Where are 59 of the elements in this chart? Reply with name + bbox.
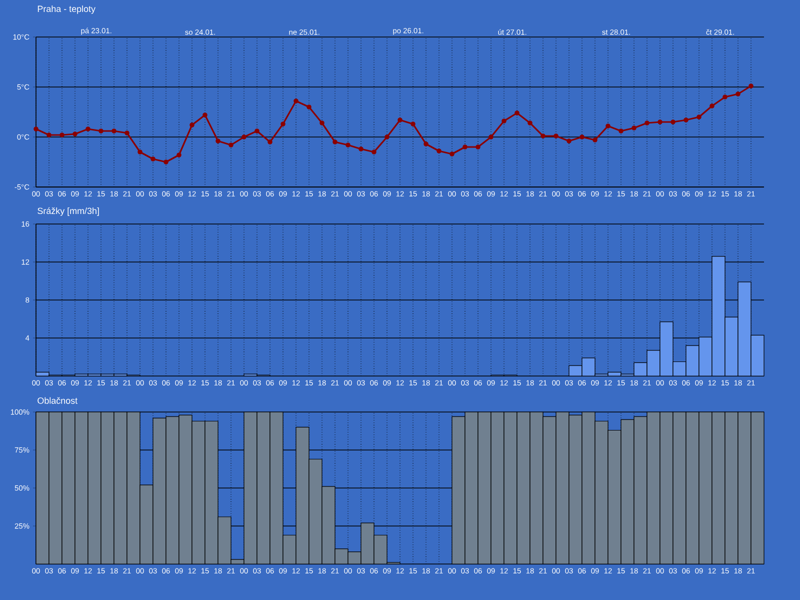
point <box>280 122 286 126</box>
point <box>670 120 676 124</box>
point <box>540 134 546 138</box>
point <box>112 128 116 134</box>
point <box>644 120 650 126</box>
point <box>320 120 324 126</box>
point <box>98 128 104 134</box>
chart-title: Oblačnost <box>38 397 78 404</box>
point <box>722 94 728 100</box>
point <box>450 152 454 156</box>
point <box>216 138 220 144</box>
point <box>34 126 38 132</box>
point <box>436 148 442 154</box>
point <box>710 104 714 108</box>
point <box>580 134 584 140</box>
point <box>384 134 390 140</box>
point <box>514 110 520 116</box>
point <box>202 112 208 118</box>
point <box>242 134 246 140</box>
point <box>554 134 558 138</box>
point <box>228 142 234 148</box>
point <box>46 132 52 138</box>
point <box>748 84 754 88</box>
point <box>268 140 272 144</box>
point <box>358 146 364 152</box>
point <box>618 128 624 134</box>
point <box>696 114 702 120</box>
point <box>462 144 468 150</box>
chart-title: Srážky [mm/3h] <box>38 207 99 216</box>
point <box>410 122 416 126</box>
point <box>592 138 598 142</box>
point <box>60 132 64 138</box>
chart-title: Praha - teploty <box>38 5 96 14</box>
point <box>398 118 402 122</box>
point <box>488 134 494 140</box>
point <box>658 120 662 124</box>
point <box>164 160 168 164</box>
point <box>72 132 78 136</box>
point <box>684 118 688 122</box>
point <box>190 122 194 128</box>
point <box>254 128 260 134</box>
point <box>294 98 298 104</box>
point <box>176 152 182 158</box>
point <box>528 120 532 126</box>
point <box>138 150 142 154</box>
point <box>346 142 350 148</box>
point <box>476 144 480 150</box>
point <box>566 138 572 144</box>
point <box>372 150 376 154</box>
point <box>150 156 156 162</box>
point <box>606 124 610 128</box>
point <box>86 126 90 132</box>
point <box>332 140 338 144</box>
point <box>124 130 130 136</box>
point <box>502 118 506 124</box>
point <box>306 104 312 110</box>
point <box>736 92 740 96</box>
point <box>424 142 428 146</box>
point <box>632 126 636 130</box>
